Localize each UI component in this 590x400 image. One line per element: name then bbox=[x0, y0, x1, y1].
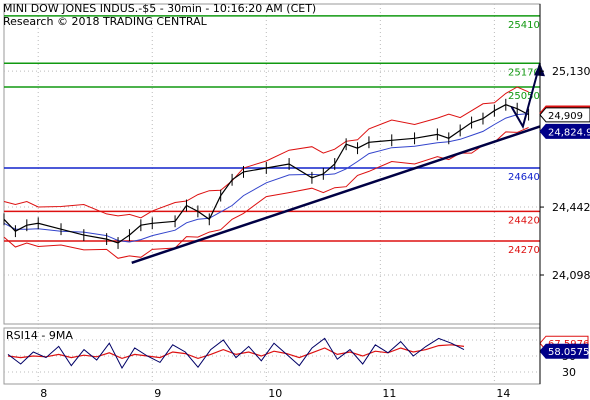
price-line bbox=[3, 104, 529, 244]
level-label: 24270 bbox=[508, 245, 540, 256]
axes: 8910111425,13024,44224,09824,91824,90924… bbox=[40, 4, 590, 400]
level-label: 25170 bbox=[508, 67, 540, 78]
projection-arrow-line bbox=[510, 63, 541, 130]
level-label: 24420 bbox=[508, 215, 540, 226]
upper-band-line bbox=[3, 86, 529, 219]
price-tick-label: 24,442 bbox=[552, 201, 590, 214]
time-tick-label: 9 bbox=[154, 387, 161, 400]
trend-annotations bbox=[131, 63, 545, 264]
price-tag bbox=[539, 107, 590, 123]
rsi-line bbox=[7, 337, 465, 370]
price-tick-label: 25,130 bbox=[552, 65, 590, 78]
time-tick-label: 10 bbox=[268, 387, 282, 400]
price-line-group bbox=[3, 98, 530, 249]
price-tag bbox=[539, 123, 590, 139]
time-tick-label: 11 bbox=[382, 387, 396, 400]
price-tag-label: 24,824.9 bbox=[548, 127, 590, 138]
rsi-tag bbox=[539, 343, 589, 359]
price-panel-frame bbox=[3, 3, 541, 325]
grid bbox=[3, 3, 541, 385]
rsi-tag-label: 58.0575 bbox=[548, 347, 589, 358]
rsi-tick-label: 30 bbox=[562, 366, 576, 379]
level-lines: 25410 25170 25050 24640 24420 24270 bbox=[4, 15, 540, 256]
level-label: 25410 bbox=[508, 20, 540, 31]
level-label: 25050 bbox=[508, 91, 540, 102]
time-tick-label: 8 bbox=[40, 387, 47, 400]
price-tag-label: 24,909 bbox=[548, 111, 583, 122]
rsi-title: RSI14 - 9MA bbox=[6, 329, 73, 342]
time-tick-label: 14 bbox=[496, 387, 510, 400]
price-tick-label: 24,098 bbox=[552, 269, 590, 282]
chart-copyright: Research © 2018 TRADING CENTRAL bbox=[3, 15, 208, 28]
trendline bbox=[131, 125, 541, 264]
level-label: 24640 bbox=[508, 172, 540, 183]
rsi-panel: RSI14 - 9MA70503067.597658.0575 bbox=[4, 329, 589, 379]
chart-title: MINI DOW JONES INDUS.-$5 - 30min - 10:16… bbox=[3, 2, 316, 15]
